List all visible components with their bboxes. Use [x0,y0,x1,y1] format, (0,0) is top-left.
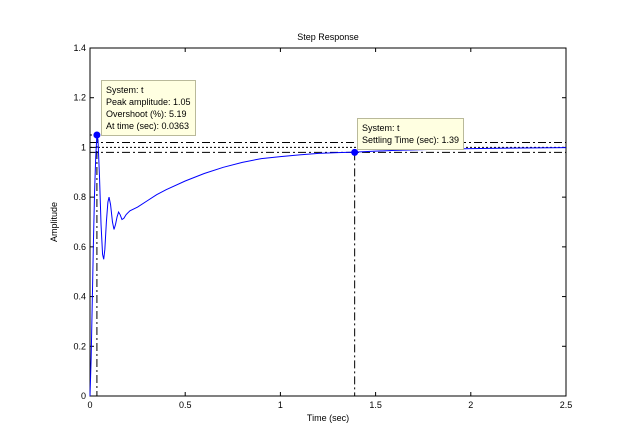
peak-datatip-overshoot: Overshoot (%): 5.19 [106,109,187,119]
peak-marker [93,131,101,139]
peak-datatip[interactable]: System: t Peak amplitude: 1.05 Overshoot… [101,80,196,136]
y-tick-label: 1 [81,142,86,152]
y-axis-label: Amplitude [49,202,59,242]
x-tick-label: 2.5 [560,400,573,410]
step-response-curve [89,134,567,397]
y-tick-label: 0.2 [73,341,86,351]
y-tick-label: 1.4 [73,43,86,53]
peak-datatip-time: At time (sec): 0.0363 [106,121,190,131]
settling-datatip[interactable]: System: t Settling Time (sec): 1.39 [357,118,465,150]
peak-datatip-amplitude: Peak amplitude: 1.05 [106,97,191,107]
settling-datatip-system: System: t [362,123,400,133]
settling-datatip-time: Settling Time (sec): 1.39 [362,135,460,145]
x-tick-label: 2 [468,400,473,410]
y-tick-label: 1.2 [73,93,86,103]
x-axis-label: Time (sec) [307,413,349,423]
x-tick-label: 1 [278,400,283,410]
y-tick-label: 0.4 [73,292,86,302]
x-tick-label: 0 [87,400,92,410]
peak-datatip-system: System: t [106,85,144,95]
chart-title: Step Response [297,32,359,42]
y-tick-label: 0.6 [73,242,86,252]
x-tick-label: 0.5 [179,400,192,410]
settling-marker [351,148,359,156]
y-tick-label: 0.8 [73,192,86,202]
y-tick-label: 0 [81,391,86,401]
x-tick-label: 1.5 [369,400,382,410]
